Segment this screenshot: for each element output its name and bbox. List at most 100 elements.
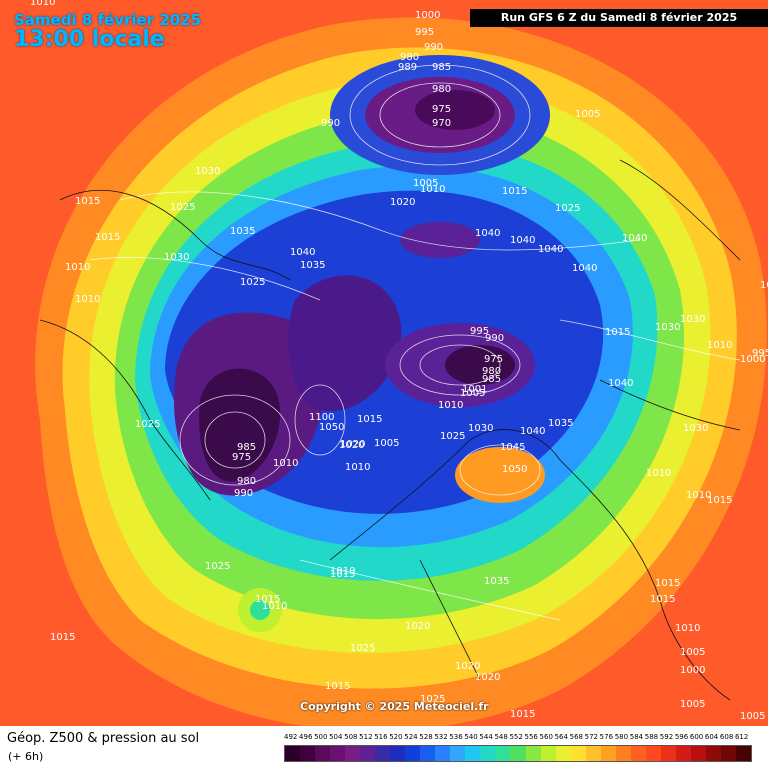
legend-swatch — [690, 746, 706, 761]
legend-swatch — [315, 746, 331, 761]
isobar-label: 1040 — [622, 233, 647, 244]
isobar-label: 1040 — [538, 244, 563, 255]
isobar-label: 980 — [237, 476, 256, 487]
isobar-label: 1045 — [500, 442, 525, 453]
legend-swatch — [645, 746, 661, 761]
isobar-label: 1010 — [420, 184, 445, 195]
isobar-label: 1010 — [65, 262, 90, 273]
legend-swatch — [495, 746, 511, 761]
legend-swatch — [285, 746, 301, 761]
isobar-label: 1030 — [164, 252, 189, 263]
map-lead-time: (+ 6h) — [8, 750, 44, 763]
map-title: Géop. Z500 & pression au sol — [7, 731, 200, 746]
legend-tick-labels: 492 496 500 504 508 512 516 520 524 528 532 536 540 5… — [280, 733, 760, 743]
legend-swatch — [510, 746, 526, 761]
isobar-label: 1015 — [75, 196, 100, 207]
isobar-label: 1025 — [440, 431, 465, 442]
isobar-label: 995 — [752, 348, 768, 359]
legend-swatch — [540, 746, 556, 761]
isobar-label: 1030 — [468, 423, 493, 434]
legend-tick-label: 544 — [479, 733, 493, 741]
legend-tick-label: 492 — [284, 733, 298, 741]
isobar-label: 1050 — [502, 464, 527, 475]
legend-tick-label: 612 — [734, 733, 749, 741]
isobar-label: 980 — [400, 52, 419, 63]
isobar-label: 1005 — [680, 699, 705, 710]
legend-tick-label: 560 — [539, 733, 553, 741]
legend-swatch — [375, 746, 391, 761]
isobar-label: 1005 — [413, 178, 438, 189]
legend-swatch — [300, 746, 316, 761]
isobar-label: 1015 — [655, 578, 680, 589]
isobar-label: 1000 — [740, 354, 765, 365]
isobar-label: 980 — [432, 84, 451, 95]
legend-tick-label: 504 — [329, 733, 343, 741]
legend-swatch — [480, 746, 496, 761]
legend-swatch — [330, 746, 346, 761]
isobar-label: 1015 — [510, 709, 535, 720]
isobar-label: 1010 — [438, 400, 463, 411]
isobar-label: 1030 — [195, 166, 220, 177]
coastlines — [39, 159, 741, 701]
legend-tick-label: 540 — [464, 733, 478, 741]
legend-swatch — [465, 746, 481, 761]
isobar-label: 1015 — [255, 594, 280, 605]
isobar-label: 995 — [415, 27, 434, 38]
isobar-label: 1020 — [455, 661, 480, 672]
low-siberia-core — [445, 345, 515, 385]
isobar-label: 1025 — [170, 202, 195, 213]
isobar-label: 1015 — [95, 232, 120, 243]
legend-tick-label: 516 — [374, 733, 388, 741]
isobar-label: 1030 — [680, 314, 705, 325]
legend-swatch — [735, 746, 751, 761]
isobar-label: 1025 — [555, 203, 580, 214]
isobar-label: 1040 — [475, 228, 500, 239]
isobar-label: 985 — [482, 374, 501, 385]
high-europe — [455, 447, 545, 503]
isobar-label: 1020 — [339, 440, 364, 451]
legend-tick-label: 584 — [629, 733, 644, 741]
isobar-label: 990 — [321, 118, 340, 129]
isobar-label: 1015 — [357, 414, 382, 425]
isobar-label: 1050 — [319, 422, 344, 433]
legend-swatch — [360, 746, 376, 761]
isobar-label: 1010 — [30, 0, 55, 8]
isobar-label: 1010 — [707, 340, 732, 351]
isobar-label: 1025 — [350, 643, 375, 654]
legend-tick-label: 524 — [404, 733, 418, 741]
legend-tick-label: 520 — [389, 733, 403, 741]
legend-tick-label: 604 — [704, 733, 719, 741]
legend-tick-label: 588 — [644, 733, 659, 741]
isobar-label: 1025 — [205, 561, 230, 572]
legend-tick-label: 496 — [299, 733, 313, 741]
legend-swatch — [600, 746, 616, 761]
isobar-label: 985 — [237, 442, 256, 453]
isobar-label: 1010 — [760, 280, 768, 291]
isobar-label: 1015 — [325, 681, 350, 692]
legend-tick-label: 536 — [449, 733, 463, 741]
legend-tick-label: 572 — [584, 733, 599, 741]
legend-tick-label: 556 — [524, 733, 538, 741]
legend-tick-label: 500 — [314, 733, 328, 741]
legend-swatch — [675, 746, 691, 761]
isobar-label: 1040 — [608, 378, 633, 389]
legend-tick-label: 564 — [554, 733, 568, 741]
isobar-label: 1040 — [572, 263, 597, 274]
isobar-label: 1005 — [575, 109, 600, 120]
isobar-label: 1100 — [309, 412, 334, 423]
legend-swatch — [390, 746, 406, 761]
isobar-label: 1010 — [646, 468, 671, 479]
isobar-label: 1015 — [707, 495, 732, 506]
legend-swatch — [405, 746, 421, 761]
forecast-time-header: Samedi 8 février 2025 13:00 locale — [14, 12, 201, 52]
copyright-notice: Copyright © 2025 Meteociel.fr — [300, 700, 489, 713]
isobar-label: 1020 — [475, 672, 500, 683]
isobar-label: 1030 — [683, 423, 708, 434]
forecast-local-time: 13:00 locale — [14, 27, 165, 52]
isobar-label: 1010 — [273, 458, 298, 469]
isobar-label: 1025 — [135, 419, 160, 430]
legend-tick-label: 592 — [659, 733, 674, 741]
isobar-label: 1010 — [330, 566, 355, 577]
isobar-label: 1015 — [650, 594, 675, 605]
